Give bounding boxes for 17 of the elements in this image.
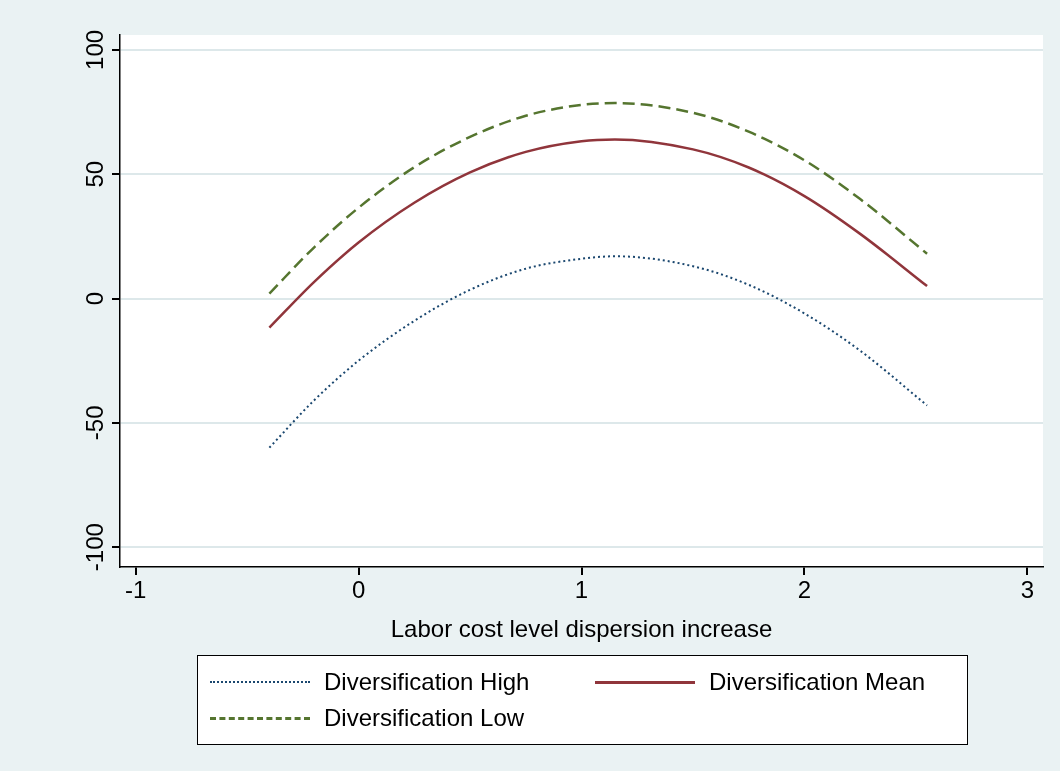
x-axis-title: Labor cost level dispersion increase [390,615,773,643]
line-series [268,138,929,329]
x-tick-label: 1 [574,576,589,604]
y-tick-label: 0 [80,291,108,306]
x-tick-label: -1 [124,576,147,604]
line-series [268,101,929,295]
legend-label: Diversification High [324,668,530,696]
x-tick-label: 2 [797,576,812,604]
y-tick-label: -50 [80,405,108,441]
legend-label: Diversification Mean [709,668,926,696]
y-tick-label: -100 [80,523,108,572]
y-tick-label: 100 [80,29,108,70]
x-tick-label: 3 [1020,576,1035,604]
y-tick-label: 50 [80,160,108,188]
line-series [268,255,929,449]
x-tick-label: 0 [351,576,366,604]
legend-label: Diversification Low [324,704,525,732]
